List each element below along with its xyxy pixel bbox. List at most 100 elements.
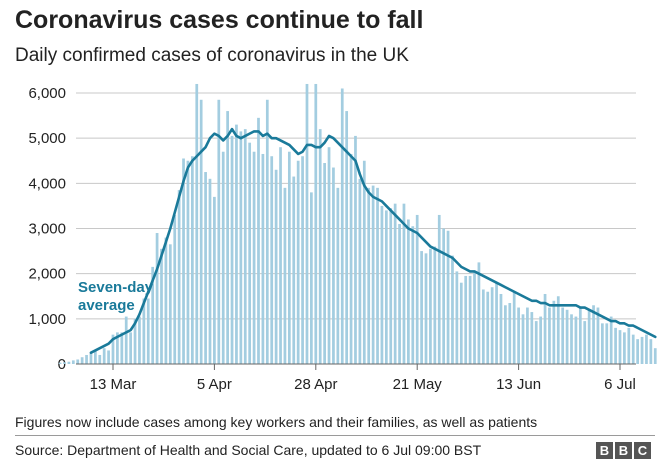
daily-cases-bar <box>389 208 393 364</box>
chart-note: Figures now include cases among key work… <box>15 414 538 430</box>
logo-letter: B <box>596 442 613 459</box>
daily-cases-bar <box>539 316 543 364</box>
logo-letter: C <box>634 442 651 459</box>
daily-cases-bar <box>398 223 401 364</box>
daily-cases-bar <box>640 336 644 364</box>
daily-cases-bar <box>345 111 349 364</box>
logo-letter: B <box>615 442 632 459</box>
daily-cases-bar <box>623 332 626 364</box>
daily-cases-bar <box>473 271 476 364</box>
daily-cases-bar <box>393 203 397 364</box>
daily-cases-bar <box>155 233 159 364</box>
daily-cases-bar <box>429 248 432 364</box>
x-tick-label: 28 Apr <box>294 376 337 393</box>
daily-cases-bar <box>609 316 613 364</box>
daily-cases-bar <box>464 275 468 364</box>
daily-cases-bar <box>270 156 274 364</box>
daily-cases-bar <box>274 169 278 364</box>
daily-cases-bar <box>310 192 313 364</box>
daily-cases-bar <box>199 99 203 364</box>
daily-cases-bar <box>481 289 485 364</box>
daily-cases-bar <box>477 262 481 365</box>
daily-cases-bar <box>102 348 106 364</box>
daily-cases-bar <box>107 350 110 364</box>
daily-cases-bar <box>627 327 631 364</box>
daily-cases-bar <box>58 362 62 364</box>
daily-cases-bar <box>411 226 415 364</box>
daily-cases-bar <box>636 339 639 364</box>
daily-cases-bar <box>217 99 221 364</box>
daily-cases-bar <box>565 309 569 364</box>
daily-cases-bar <box>543 293 547 364</box>
daily-cases-bar <box>186 160 190 364</box>
daily-cases-bar <box>645 334 648 364</box>
daily-cases-bar <box>327 147 331 364</box>
daily-cases-bar <box>592 305 595 364</box>
daily-cases-bar <box>221 151 225 364</box>
y-tick-label: 0 <box>58 356 66 373</box>
daily-cases-bar <box>235 124 238 365</box>
daily-cases-bar <box>512 291 516 364</box>
daily-cases-bar <box>605 323 609 364</box>
daily-cases-bar <box>424 253 428 364</box>
daily-cases-bar <box>120 332 124 364</box>
daily-cases-bar <box>459 282 463 364</box>
daily-cases-bar <box>376 187 379 364</box>
daily-cases-bar <box>305 83 309 364</box>
daily-cases-bar <box>204 172 207 364</box>
daily-cases-bar <box>504 305 507 364</box>
chart-source: Source: Department of Health and Social … <box>15 442 482 458</box>
daily-cases-bar <box>71 360 75 364</box>
daily-cases-bar <box>451 255 454 364</box>
daily-cases-bar <box>173 214 177 364</box>
daily-cases-bar <box>138 316 141 364</box>
daily-cases-bar <box>486 291 490 364</box>
daily-cases-bar <box>468 275 472 364</box>
daily-cases-bar <box>556 296 560 364</box>
daily-cases-bar <box>570 314 573 364</box>
daily-cases-bar <box>455 271 459 364</box>
daily-cases-bar <box>248 142 252 364</box>
daily-cases-bar <box>508 303 512 364</box>
daily-cases-bar <box>631 334 635 364</box>
daily-cases-bar <box>279 147 282 364</box>
daily-cases-bar <box>243 129 247 364</box>
daily-cases-bar <box>195 83 199 364</box>
daily-cases-bar <box>534 321 538 364</box>
chart-area: 0 1,000 2,000 3,000 4,000 5,000 6,000 13 Mar 5 A… <box>28 83 657 393</box>
annotation-label: average <box>78 297 135 314</box>
daily-cases-bar <box>98 354 102 364</box>
daily-cases-bar <box>323 163 326 364</box>
x-tick-label: 5 Apr <box>197 376 232 393</box>
daily-cases-bar <box>415 214 419 364</box>
daily-cases-bar <box>160 248 163 364</box>
x-tick-label: 13 Jun <box>496 376 541 393</box>
daily-cases-bar <box>226 111 229 364</box>
daily-cases-bar <box>384 210 388 364</box>
daily-cases-bar <box>168 244 172 364</box>
daily-cases-bar <box>433 246 437 364</box>
daily-cases-bar <box>283 187 287 364</box>
daily-cases-bar <box>89 352 93 364</box>
daily-cases-bar <box>296 160 300 364</box>
daily-cases-bar <box>517 307 520 364</box>
daily-cases-bar <box>190 156 194 364</box>
daily-cases-bar <box>437 214 441 364</box>
daily-cases-bar <box>142 298 146 364</box>
daily-cases-bar <box>587 309 591 364</box>
daily-cases-bar <box>63 362 66 364</box>
daily-cases-bar <box>649 339 653 364</box>
x-tick-label: 6 Jul <box>604 376 636 393</box>
daily-cases-bar <box>362 160 366 364</box>
daily-cases-bar <box>292 176 296 364</box>
y-tick-label: 3,000 <box>28 221 66 238</box>
daily-cases-bar <box>596 307 600 364</box>
y-tick-label: 5,000 <box>28 130 66 147</box>
daily-cases-bar <box>442 228 446 364</box>
daily-cases-bar <box>318 129 322 364</box>
daily-cases-bar <box>618 330 622 365</box>
daily-cases-bar <box>521 314 525 364</box>
daily-cases-bar <box>151 266 155 364</box>
daily-cases-bar <box>177 190 181 364</box>
daily-cases-bar <box>499 293 503 364</box>
